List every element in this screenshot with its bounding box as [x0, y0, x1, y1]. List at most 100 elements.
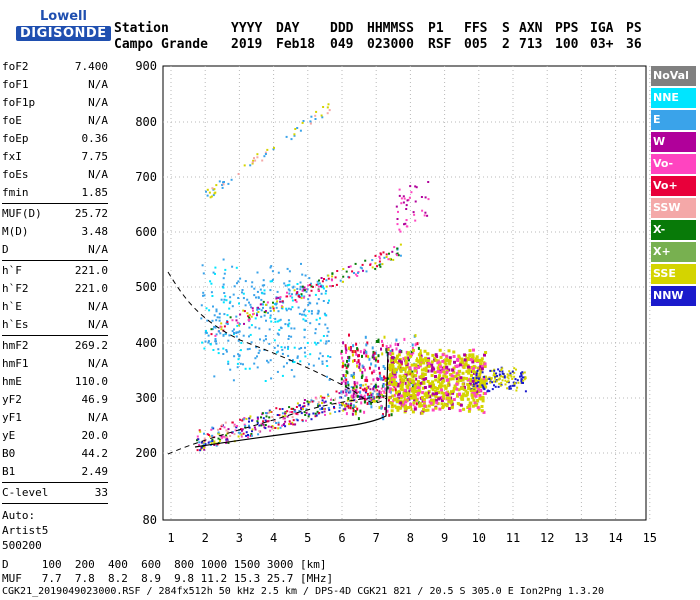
- echo-point: [418, 362, 422, 366]
- echo-point: [317, 298, 320, 301]
- param-key: hmF2: [2, 339, 29, 352]
- echo-point: [458, 369, 462, 373]
- echo-point: [444, 391, 448, 395]
- echo-point: [428, 384, 432, 388]
- echo-point: [269, 266, 272, 269]
- echo-point: [476, 385, 479, 388]
- echo-point: [383, 256, 386, 259]
- echo-point: [430, 398, 434, 402]
- echo-point: [318, 282, 321, 285]
- echo-point: [256, 290, 259, 293]
- echo-point: [303, 336, 306, 339]
- echo-point: [495, 380, 498, 383]
- echo-point: [288, 423, 291, 426]
- echo-point: [387, 376, 390, 380]
- echo-point: [291, 306, 294, 309]
- echo-point: [452, 386, 456, 390]
- echo-point: [315, 110, 318, 113]
- param-key: foF2: [2, 60, 29, 73]
- echo-point: [269, 429, 272, 432]
- echo-point: [374, 383, 377, 386]
- echo-point: [213, 325, 216, 328]
- echo-point: [373, 385, 376, 388]
- echo-point: [374, 262, 377, 265]
- echo-point: [264, 424, 267, 426]
- echo-point: [257, 311, 260, 313]
- echo-point: [287, 354, 290, 357]
- echo-point: [302, 408, 304, 410]
- echo-point: [214, 340, 217, 343]
- echo-point: [355, 399, 357, 402]
- echo-point: [223, 298, 226, 301]
- echo-point: [345, 402, 348, 405]
- echo-point: [256, 416, 259, 419]
- echo-point: [237, 431, 240, 434]
- echo-point: [238, 355, 241, 358]
- echo-point: [468, 407, 472, 411]
- echo-point: [369, 388, 372, 391]
- echo-point: [381, 263, 384, 266]
- echo-point: [199, 430, 202, 433]
- echo-point: [360, 401, 363, 405]
- echo-point: [437, 368, 441, 372]
- echo-point: [341, 402, 344, 405]
- echo-point: [302, 405, 305, 408]
- echo-point: [451, 391, 455, 395]
- echo-point: [521, 371, 524, 374]
- echo-point: [303, 402, 306, 405]
- echo-point: [260, 416, 262, 419]
- echo-point: [285, 135, 288, 138]
- param-value: 269.2: [74, 339, 108, 352]
- echo-point: [215, 184, 218, 187]
- echo-point: [375, 385, 377, 389]
- echo-point: [331, 285, 334, 287]
- echo-point: [207, 334, 210, 337]
- echo-point: [472, 364, 476, 368]
- echo-point: [360, 394, 363, 398]
- echo-point: [480, 358, 484, 362]
- echo-point: [296, 291, 299, 293]
- echo-point: [478, 376, 481, 379]
- echo-point: [271, 270, 274, 273]
- echo-point: [404, 356, 408, 360]
- echo-point: [210, 195, 213, 198]
- echo-point: [222, 277, 225, 280]
- echo-point: [242, 334, 245, 337]
- echo-point: [242, 292, 245, 295]
- echo-point: [203, 437, 206, 440]
- echo-point: [288, 283, 291, 286]
- echo-point: [393, 370, 397, 374]
- echo-point: [198, 441, 201, 444]
- echo-point: [368, 357, 371, 361]
- echo-point: [281, 412, 284, 415]
- echo-point: [444, 386, 448, 390]
- echo-point: [356, 394, 359, 398]
- echo-point: [407, 370, 411, 374]
- echo-point: [342, 268, 345, 270]
- echo-point: [339, 279, 342, 282]
- echo-point: [275, 306, 278, 309]
- echo-point: [364, 259, 367, 262]
- echo-point: [318, 404, 321, 407]
- echo-point: [273, 339, 276, 342]
- echo-point: [289, 411, 292, 414]
- echo-point: [246, 348, 249, 351]
- echo-point: [295, 292, 298, 295]
- echo-point: [276, 290, 279, 293]
- echo-point: [287, 319, 290, 322]
- echo-point: [307, 284, 310, 287]
- legend-noval: NoVal: [651, 66, 696, 86]
- header-hhmmss-value: 023000: [367, 37, 414, 52]
- echo-point: [202, 442, 205, 444]
- divider: [2, 482, 108, 483]
- param-value: 2.49: [81, 465, 109, 478]
- echo-point: [484, 385, 488, 389]
- echo-point: [199, 449, 202, 452]
- echo-point: [509, 372, 512, 375]
- echo-point: [224, 268, 227, 271]
- echo-point: [299, 281, 302, 284]
- echo-point: [401, 382, 405, 386]
- echo-point: [452, 350, 456, 354]
- echo-point: [375, 356, 378, 360]
